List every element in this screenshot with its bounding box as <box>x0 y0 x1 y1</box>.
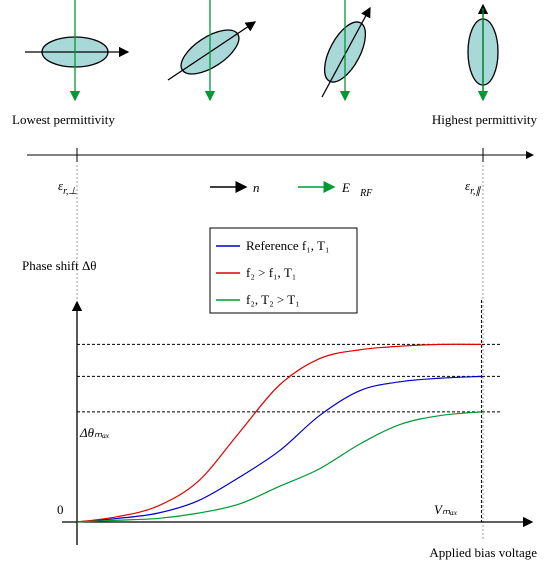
series-line <box>76 343 482 523</box>
legend-entry: Reference f₁, T₁ <box>246 238 330 253</box>
series-line <box>76 411 482 523</box>
low-label: Lowest permittivity <box>12 112 115 127</box>
series-line <box>76 375 482 523</box>
origin-label: 0 <box>57 502 64 517</box>
y-label: Phase shift Δθ <box>22 258 97 273</box>
n-label: n⃗ <box>253 180 270 195</box>
eps-par: εr,∥ <box>465 178 481 197</box>
high-label: Highest permittivity <box>432 112 538 127</box>
e-label: E⃗RF <box>341 180 373 199</box>
dtheta-label: Δθₘₐₓ <box>79 425 110 440</box>
legend-entry: f₂ > f₁, T₁ <box>246 265 296 280</box>
legend-entry: f₂, T₂ > T₁ <box>246 292 300 307</box>
vmax-label: Vₘₐₓ <box>434 502 458 517</box>
x-label: Applied bias voltage <box>429 545 537 560</box>
legend <box>209 227 358 314</box>
molecules <box>25 0 499 102</box>
eps-perp: εr,⊥ <box>58 178 77 197</box>
